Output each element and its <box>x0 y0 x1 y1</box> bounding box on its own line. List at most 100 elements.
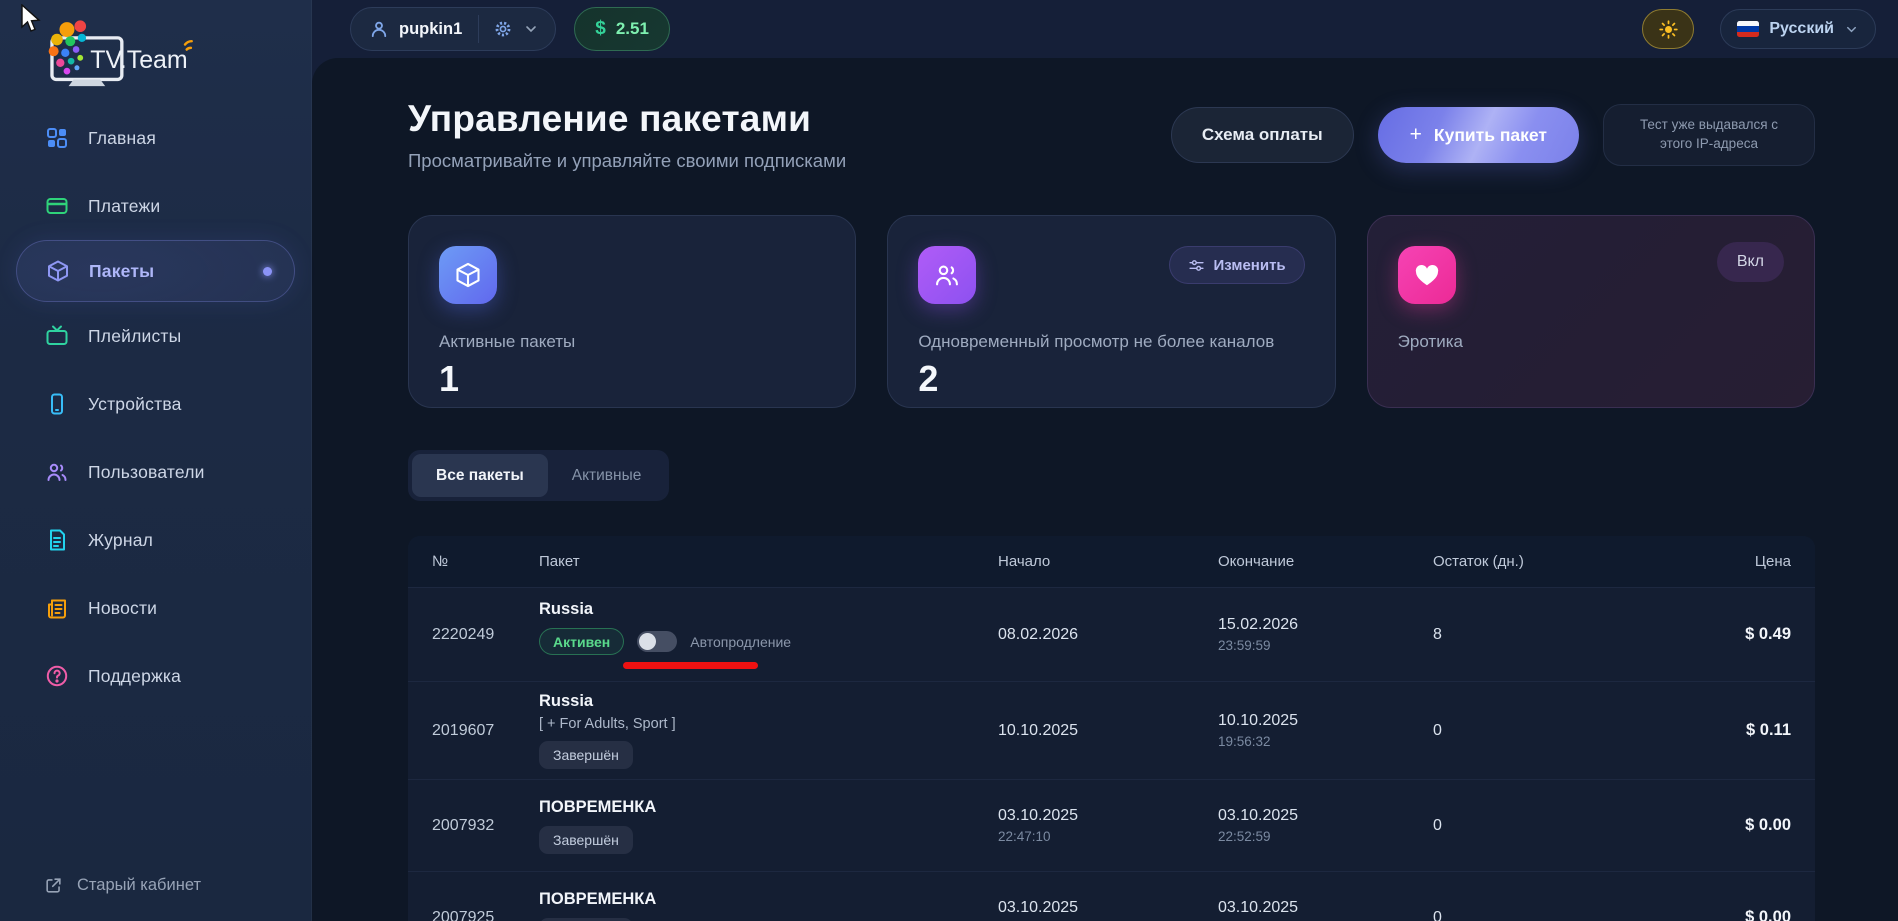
end-date-cell: 03.10.2025 22:52:59 <box>1218 807 1433 844</box>
users-icon <box>918 246 977 304</box>
gear-icon[interactable] <box>493 19 513 39</box>
sidebar-item-devices[interactable]: Устройства <box>0 370 311 438</box>
credit-card-icon <box>44 193 70 219</box>
sidebar-item-home[interactable]: Главная <box>0 104 311 172</box>
end-date-cell: 15.02.2026 23:59:59 <box>1218 616 1433 653</box>
package-cell: Russia [ + For Adults, Sport ] Завершён <box>539 692 998 769</box>
mouse-cursor <box>21 4 41 32</box>
sidebar-item-label: Пользователи <box>88 461 205 482</box>
payment-scheme-button[interactable]: Схема оплаты <box>1170 107 1354 163</box>
tv-icon <box>44 323 70 349</box>
end-date: 10.10.2025 <box>1218 712 1299 729</box>
package-name: ПОВРЕМЕНКА <box>539 889 657 908</box>
package-name: Russia <box>539 692 594 710</box>
erotica-status-badge: Вкл <box>1716 242 1784 282</box>
price: $ 0.11 <box>1746 721 1791 739</box>
edit-simultaneous-button[interactable]: Изменить <box>1168 246 1305 284</box>
sliders-icon <box>1188 259 1204 271</box>
russia-flag-icon <box>1737 21 1760 37</box>
col-header-days-left: Остаток (дн.) <box>1433 553 1524 570</box>
app-logo[interactable]: TV.Team <box>0 0 311 100</box>
end-date: 15.02.2026 <box>1218 616 1299 633</box>
external-link-icon <box>46 878 61 893</box>
days-left: 8 <box>1433 625 1442 643</box>
user-chip-left: pupkin1 <box>369 19 478 39</box>
plus-icon: + <box>1409 123 1422 146</box>
tab-active-packages[interactable]: Активные <box>571 466 642 484</box>
status-badge-active: Активен <box>539 628 625 655</box>
sidebar-item-label: Пакеты <box>89 260 155 281</box>
price: $ 0.49 <box>1745 625 1791 643</box>
price: $ 0.00 <box>1745 816 1791 834</box>
col-header-price: Цена <box>1754 553 1791 570</box>
package-id: 2019607 <box>432 721 495 739</box>
buy-package-button[interactable]: + Купить пакет <box>1377 107 1579 163</box>
sidebar-item-label: Устройства <box>88 393 182 414</box>
sun-icon <box>1659 19 1678 39</box>
table-row: 2007932 ПОВРЕМЕНКА Завершён 03.10.2025 2… <box>408 779 1815 871</box>
sidebar-item-label: Плейлисты <box>88 325 182 346</box>
package-subname: [ + For Adults, Sport ] <box>539 716 676 732</box>
old-cabinet-link[interactable]: Старый кабинет <box>44 876 201 895</box>
end-date: 03.10.2025 <box>1218 807 1299 824</box>
autorenew-label: Автопродление <box>690 633 792 650</box>
simultaneous-view-card: Изменить Одновременный просмотр не более… <box>887 215 1336 408</box>
packages-table: № Пакет Начало Окончание Остаток (дн.) Ц… <box>408 536 1815 921</box>
sidebar-item-users[interactable]: Пользователи <box>0 438 311 506</box>
user-chip-controls <box>479 19 547 39</box>
sidebar-item-journal[interactable]: Журнал <box>0 506 311 574</box>
dashboard-icon <box>44 125 70 151</box>
end-date: 03.10.2025 <box>1218 899 1299 916</box>
package-cell: Russia Активен Автопродление <box>539 600 998 669</box>
col-header-package: Пакет <box>539 553 580 570</box>
sidebar-item-label: Поддержка <box>88 665 182 686</box>
table-row: 2007925 ПОВРЕМЕНКА Завершён 03.10.2025 2… <box>408 871 1815 921</box>
header-actions: Схема оплаты + Купить пакет Тест уже выд… <box>1170 104 1815 166</box>
package-meta: Завершён <box>539 917 998 921</box>
user-icon <box>371 21 387 37</box>
chip-divider <box>478 15 480 43</box>
end-time: 19:56:32 <box>1218 734 1271 749</box>
sidebar-item-label: Новости <box>88 597 158 618</box>
start-date: 03.10.2025 <box>998 807 1079 824</box>
theme-toggle-button[interactable] <box>1642 9 1695 49</box>
sidebar-item-packages[interactable]: Пакеты <box>16 240 295 302</box>
tab-all-packages[interactable]: Все пакеты <box>412 454 548 497</box>
table-header-row: № Пакет Начало Окончание Остаток (дн.) Ц… <box>408 536 1815 587</box>
heart-icon <box>1397 246 1456 304</box>
package-id: 2220249 <box>432 625 495 643</box>
tv-team-logo-icon: TV.Team <box>48 20 193 87</box>
package-cube-icon <box>45 258 71 284</box>
end-date-cell: 03.10.2025 22:42:55 <box>1218 899 1433 921</box>
sidebar-nav: Главная Платежи Пакеты Плейлисты <box>0 104 311 710</box>
autorenew-toggle[interactable] <box>637 631 678 652</box>
sidebar-item-label: Журнал <box>88 529 154 550</box>
status-badge-finished: Завершён <box>539 825 633 854</box>
language-label: Русский <box>1769 20 1834 37</box>
user-account-chip[interactable]: pupkin1 <box>350 7 557 51</box>
sidebar-item-payments[interactable]: Платежи <box>0 172 311 240</box>
package-id: 2007932 <box>432 816 495 834</box>
old-cabinet-label: Старый кабинет <box>77 876 202 894</box>
main-content: Управление пакетами Просматривайте и упр… <box>312 58 1898 921</box>
sidebar-item-label: Платежи <box>88 195 161 216</box>
help-circle-icon <box>44 663 70 689</box>
chevron-down-icon[interactable] <box>523 21 539 37</box>
sidebar-item-news[interactable]: Новости <box>0 574 311 642</box>
edit-label: Изменить <box>1213 256 1286 274</box>
price: $ 0.00 <box>1745 908 1791 921</box>
language-selector[interactable]: Русский <box>1720 9 1876 49</box>
page-subtitle: Просматривайте и управляйте своими подпи… <box>408 150 847 171</box>
start-date-cell: 03.10.2025 22:47:10 <box>998 807 1218 844</box>
buy-package-label: Купить пакет <box>1433 124 1547 145</box>
package-meta: Завершён <box>539 741 998 769</box>
package-id: 2007925 <box>432 908 495 921</box>
sidebar-item-support[interactable]: Поддержка <box>0 642 311 710</box>
newspaper-icon <box>44 595 70 621</box>
document-icon <box>44 527 70 553</box>
balance-chip[interactable]: $ 2.51 <box>574 7 670 51</box>
topbar: pupkin1 $ 2.51 Русски <box>312 0 1898 58</box>
balance-amount: 2.51 <box>615 19 649 38</box>
sidebar-item-playlists[interactable]: Плейлисты <box>0 302 311 370</box>
